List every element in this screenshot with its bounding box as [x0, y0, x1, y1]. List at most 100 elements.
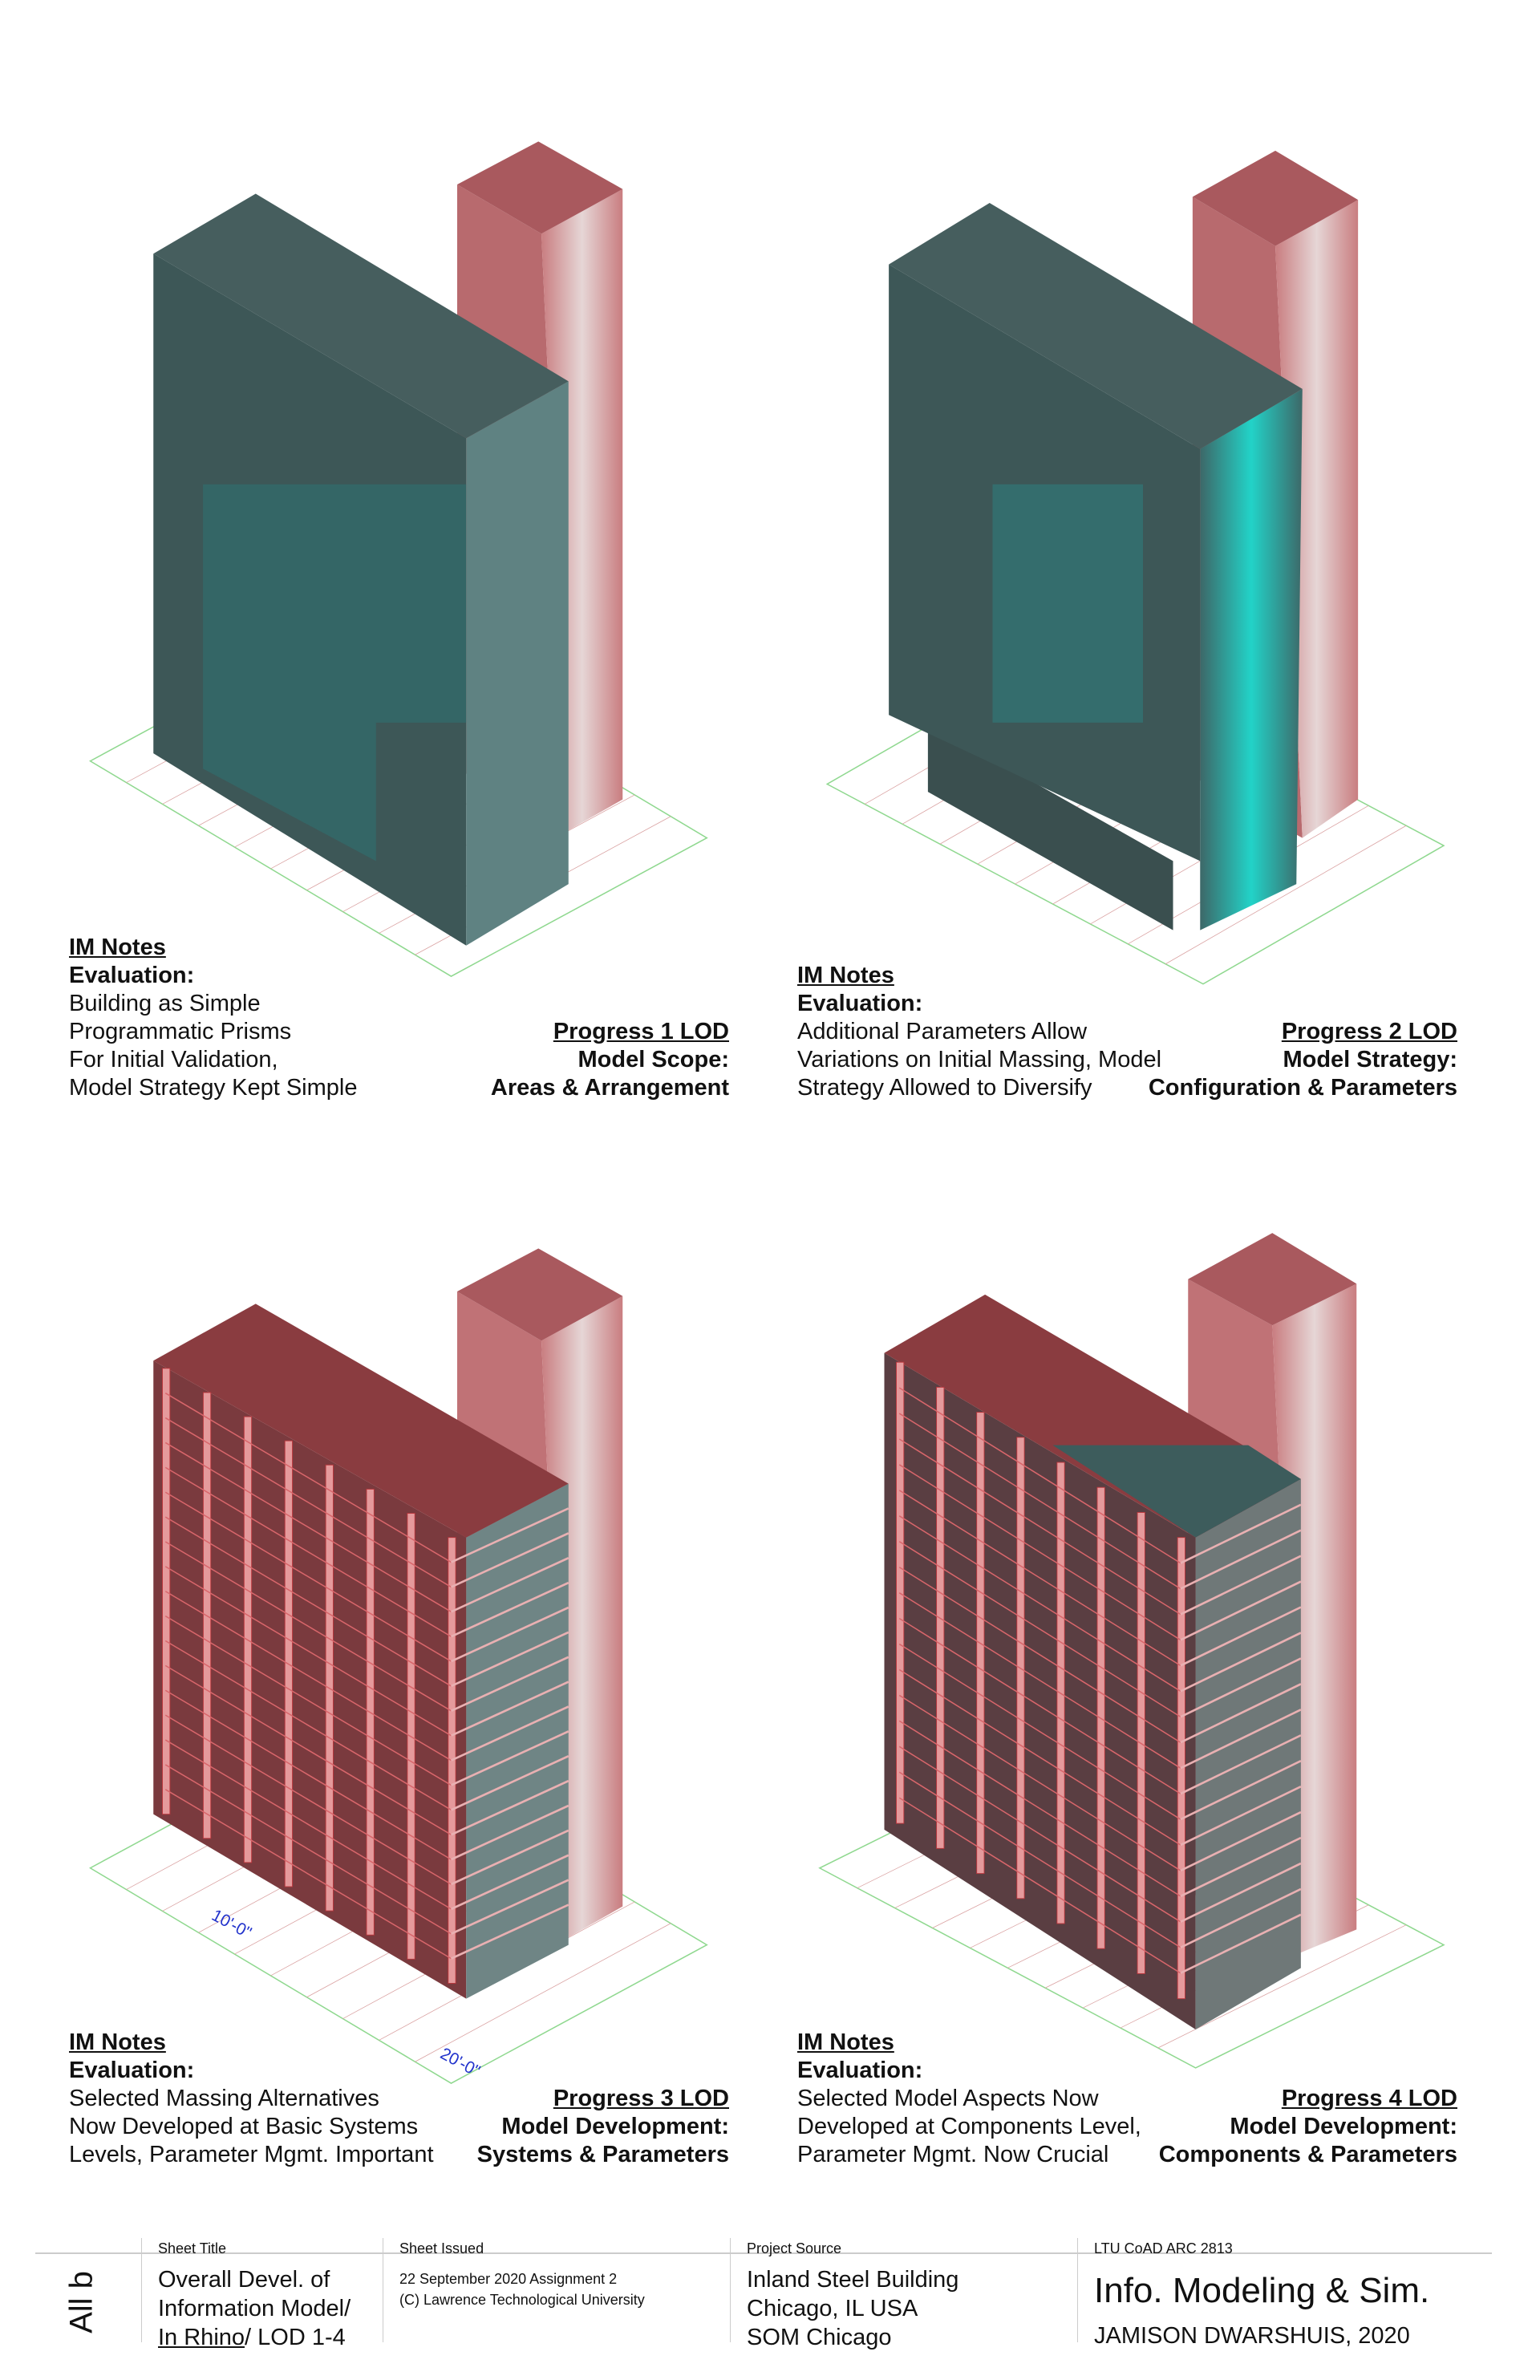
floor-line	[1180, 1555, 1302, 1616]
floor-line	[164, 1393, 452, 1563]
floor-line	[898, 1413, 1181, 1590]
floor-line	[450, 1705, 569, 1762]
floor-line	[164, 1591, 452, 1762]
panel-3-lod: Progress 3 LOD Model Development: System…	[477, 2085, 729, 2169]
issued-line: 22 September 2020 Assignment 2	[399, 2271, 618, 2287]
floor-line	[164, 1689, 452, 1860]
lod-title: Progress 1 LOD	[553, 1019, 729, 1044]
floor-line	[898, 1745, 1181, 1923]
floor-line	[898, 1694, 1181, 1871]
sheet-title-rest: / LOD 1-4	[245, 2325, 346, 2350]
panel-4-notes: IM Notes Evaluation: Selected Model Aspe…	[797, 2029, 1141, 2169]
panel-2-lod: Progress 2 LOD Model Strategy: Configura…	[1149, 1018, 1457, 1102]
floor-line	[450, 1532, 569, 1588]
floor-line	[164, 1615, 452, 1786]
floor-line	[898, 1515, 1181, 1692]
panel-3-model	[153, 1248, 623, 1999]
floor-line	[898, 1668, 1181, 1846]
course-title: Info. Modeling & Sim.	[1094, 2271, 1430, 2310]
floor-line	[164, 1640, 452, 1811]
floor-line	[164, 1764, 452, 1935]
source-line: SOM Chicago	[747, 2325, 892, 2350]
dimension-label: 10'-0"	[209, 1906, 254, 1943]
sheet-title-line: Overall Devel. of	[158, 2267, 330, 2293]
floor-line	[1180, 1734, 1302, 1795]
floor-line	[898, 1720, 1181, 1897]
panel-1-model	[153, 141, 623, 946]
lod-value: Systems & Parameters	[476, 2142, 729, 2167]
project-source-label: Project Source	[747, 2240, 842, 2256]
sheet-title-line: In Rhino/ LOD 1-4	[158, 2323, 351, 2352]
author: JAMISON DWARSHUIS, 2020	[1094, 2323, 1410, 2349]
floor-line	[898, 1567, 1181, 1743]
lod-label: Model Development:	[501, 2114, 729, 2139]
eval-line: Selected Massing Alternatives	[69, 2086, 379, 2111]
eval-line: Additional Parameters Allow	[797, 1019, 1088, 1044]
notes-title: IM Notes	[69, 2029, 166, 2055]
panel-1-lod: Progress 1 LOD Model Scope: Areas & Arra…	[491, 1018, 729, 1102]
panel-2-notes: IM Notes Evaluation: Additional Paramete…	[797, 962, 1161, 1102]
floor-line	[898, 1387, 1181, 1564]
floor-line	[1180, 1862, 1302, 1924]
floor-line	[450, 1656, 569, 1713]
sheet-title-block: Sheet Title Overall Devel. of Informatio…	[141, 2238, 351, 2350]
floor-line	[1180, 1529, 1302, 1590]
floor-line	[898, 1617, 1181, 1794]
sheet-issued-block: Sheet Issued 22 September 2020 Assignmen…	[383, 2238, 645, 2342]
eval-line: Programmatic Prisms	[69, 1019, 292, 1044]
lod-title: Progress 4 LOD	[1281, 2086, 1457, 2111]
source-line: Inland Steel Building	[747, 2267, 959, 2293]
eval-line: Building as Simple	[69, 991, 261, 1016]
lod-label: Model Development:	[1230, 2114, 1457, 2139]
floor-line	[450, 1681, 569, 1737]
panel-3-notes: IM Notes Evaluation: Selected Massing Al…	[69, 2029, 434, 2169]
floor-line	[1180, 1632, 1302, 1693]
floor-line	[450, 1606, 569, 1663]
floor-line	[1180, 1683, 1302, 1744]
sheet-issued-label: Sheet Issued	[399, 2240, 484, 2256]
lod-label: Model Strategy:	[1283, 1047, 1457, 1072]
course-block: LTU CoAD ARC 2813 Info. Modeling & Sim. …	[1077, 2238, 1430, 2349]
floor-line	[164, 1541, 452, 1712]
sheet-title-line: Information Model/	[158, 2296, 351, 2321]
floor-line	[450, 1829, 569, 1886]
eval-line: Now Developed at Basic Systems	[69, 2114, 419, 2139]
in-rhino-link[interactable]: In Rhino	[158, 2325, 245, 2350]
floor-line	[1180, 1887, 1302, 1948]
eval-line: Variations on Initial Massing, Model	[797, 1047, 1162, 1072]
floor-line	[1180, 1913, 1302, 1974]
floor-line	[164, 1664, 452, 1835]
eval-line: For Initial Validation,	[69, 1047, 278, 1072]
floor-line	[1180, 1810, 1302, 1872]
floor-line	[450, 1904, 569, 1960]
floor-line	[898, 1490, 1181, 1667]
lod-value: Components & Parameters	[1158, 2142, 1457, 2167]
floor-line	[1180, 1606, 1302, 1667]
floor-line	[1180, 1580, 1302, 1641]
floor-line	[1180, 1836, 1302, 1898]
evaluation-label: Evaluation:	[69, 2058, 195, 2083]
floor-line	[450, 1879, 569, 1935]
notes-title: IM Notes	[797, 2029, 894, 2055]
lod-label: Model Scope:	[578, 1047, 729, 1072]
floor-line	[898, 1541, 1181, 1717]
eval-line: Strategy Allowed to Diversify	[797, 1075, 1092, 1101]
lod-value: Areas & Arrangement	[490, 1075, 729, 1101]
lod-title: Progress 2 LOD	[1281, 1019, 1457, 1044]
floor-line	[450, 1631, 569, 1688]
sheet-number-text: All b	[63, 2271, 99, 2333]
floor-line	[898, 1592, 1181, 1769]
floor-line	[1180, 1709, 1302, 1770]
notes-title: IM Notes	[797, 963, 894, 988]
eval-line: Model Strategy Kept Simple	[69, 1075, 358, 1101]
floor-line	[1180, 1657, 1302, 1718]
floor-line	[164, 1417, 452, 1588]
panel-1-notes: IM Notes Evaluation: Building as Simple …	[69, 934, 357, 1102]
floor-line	[898, 1643, 1181, 1820]
lod-value: Configuration & Parameters	[1148, 1075, 1457, 1101]
eval-line: Developed at Components Level,	[797, 2114, 1141, 2139]
floor-line	[164, 1739, 452, 1910]
floor-line	[164, 1441, 452, 1612]
floor-line	[450, 1779, 569, 1836]
